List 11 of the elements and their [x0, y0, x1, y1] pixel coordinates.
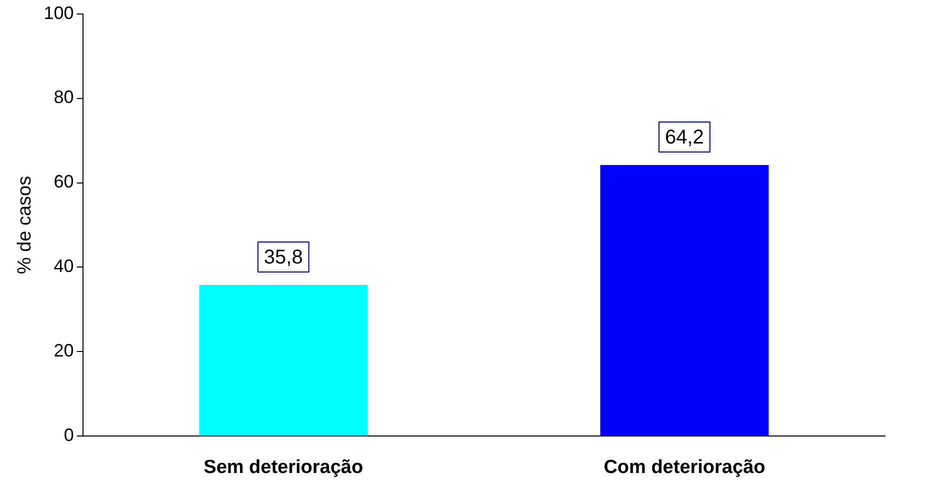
data-label: 64,2 [664, 126, 704, 149]
y-tick-label: 40 [54, 256, 74, 276]
y-tick-label: 20 [54, 340, 74, 361]
y-axis-title: % de casos [14, 176, 36, 274]
y-tick-label: 60 [54, 172, 74, 192]
y-tick-label: 80 [54, 87, 74, 108]
x-tick-label: Com deterioração [604, 456, 766, 478]
x-tick-label: Sem deterioração [204, 456, 364, 478]
y-tick-label: 100 [44, 2, 74, 23]
y-tick-label: 0 [64, 425, 74, 446]
data-label: 35,8 [264, 246, 303, 268]
